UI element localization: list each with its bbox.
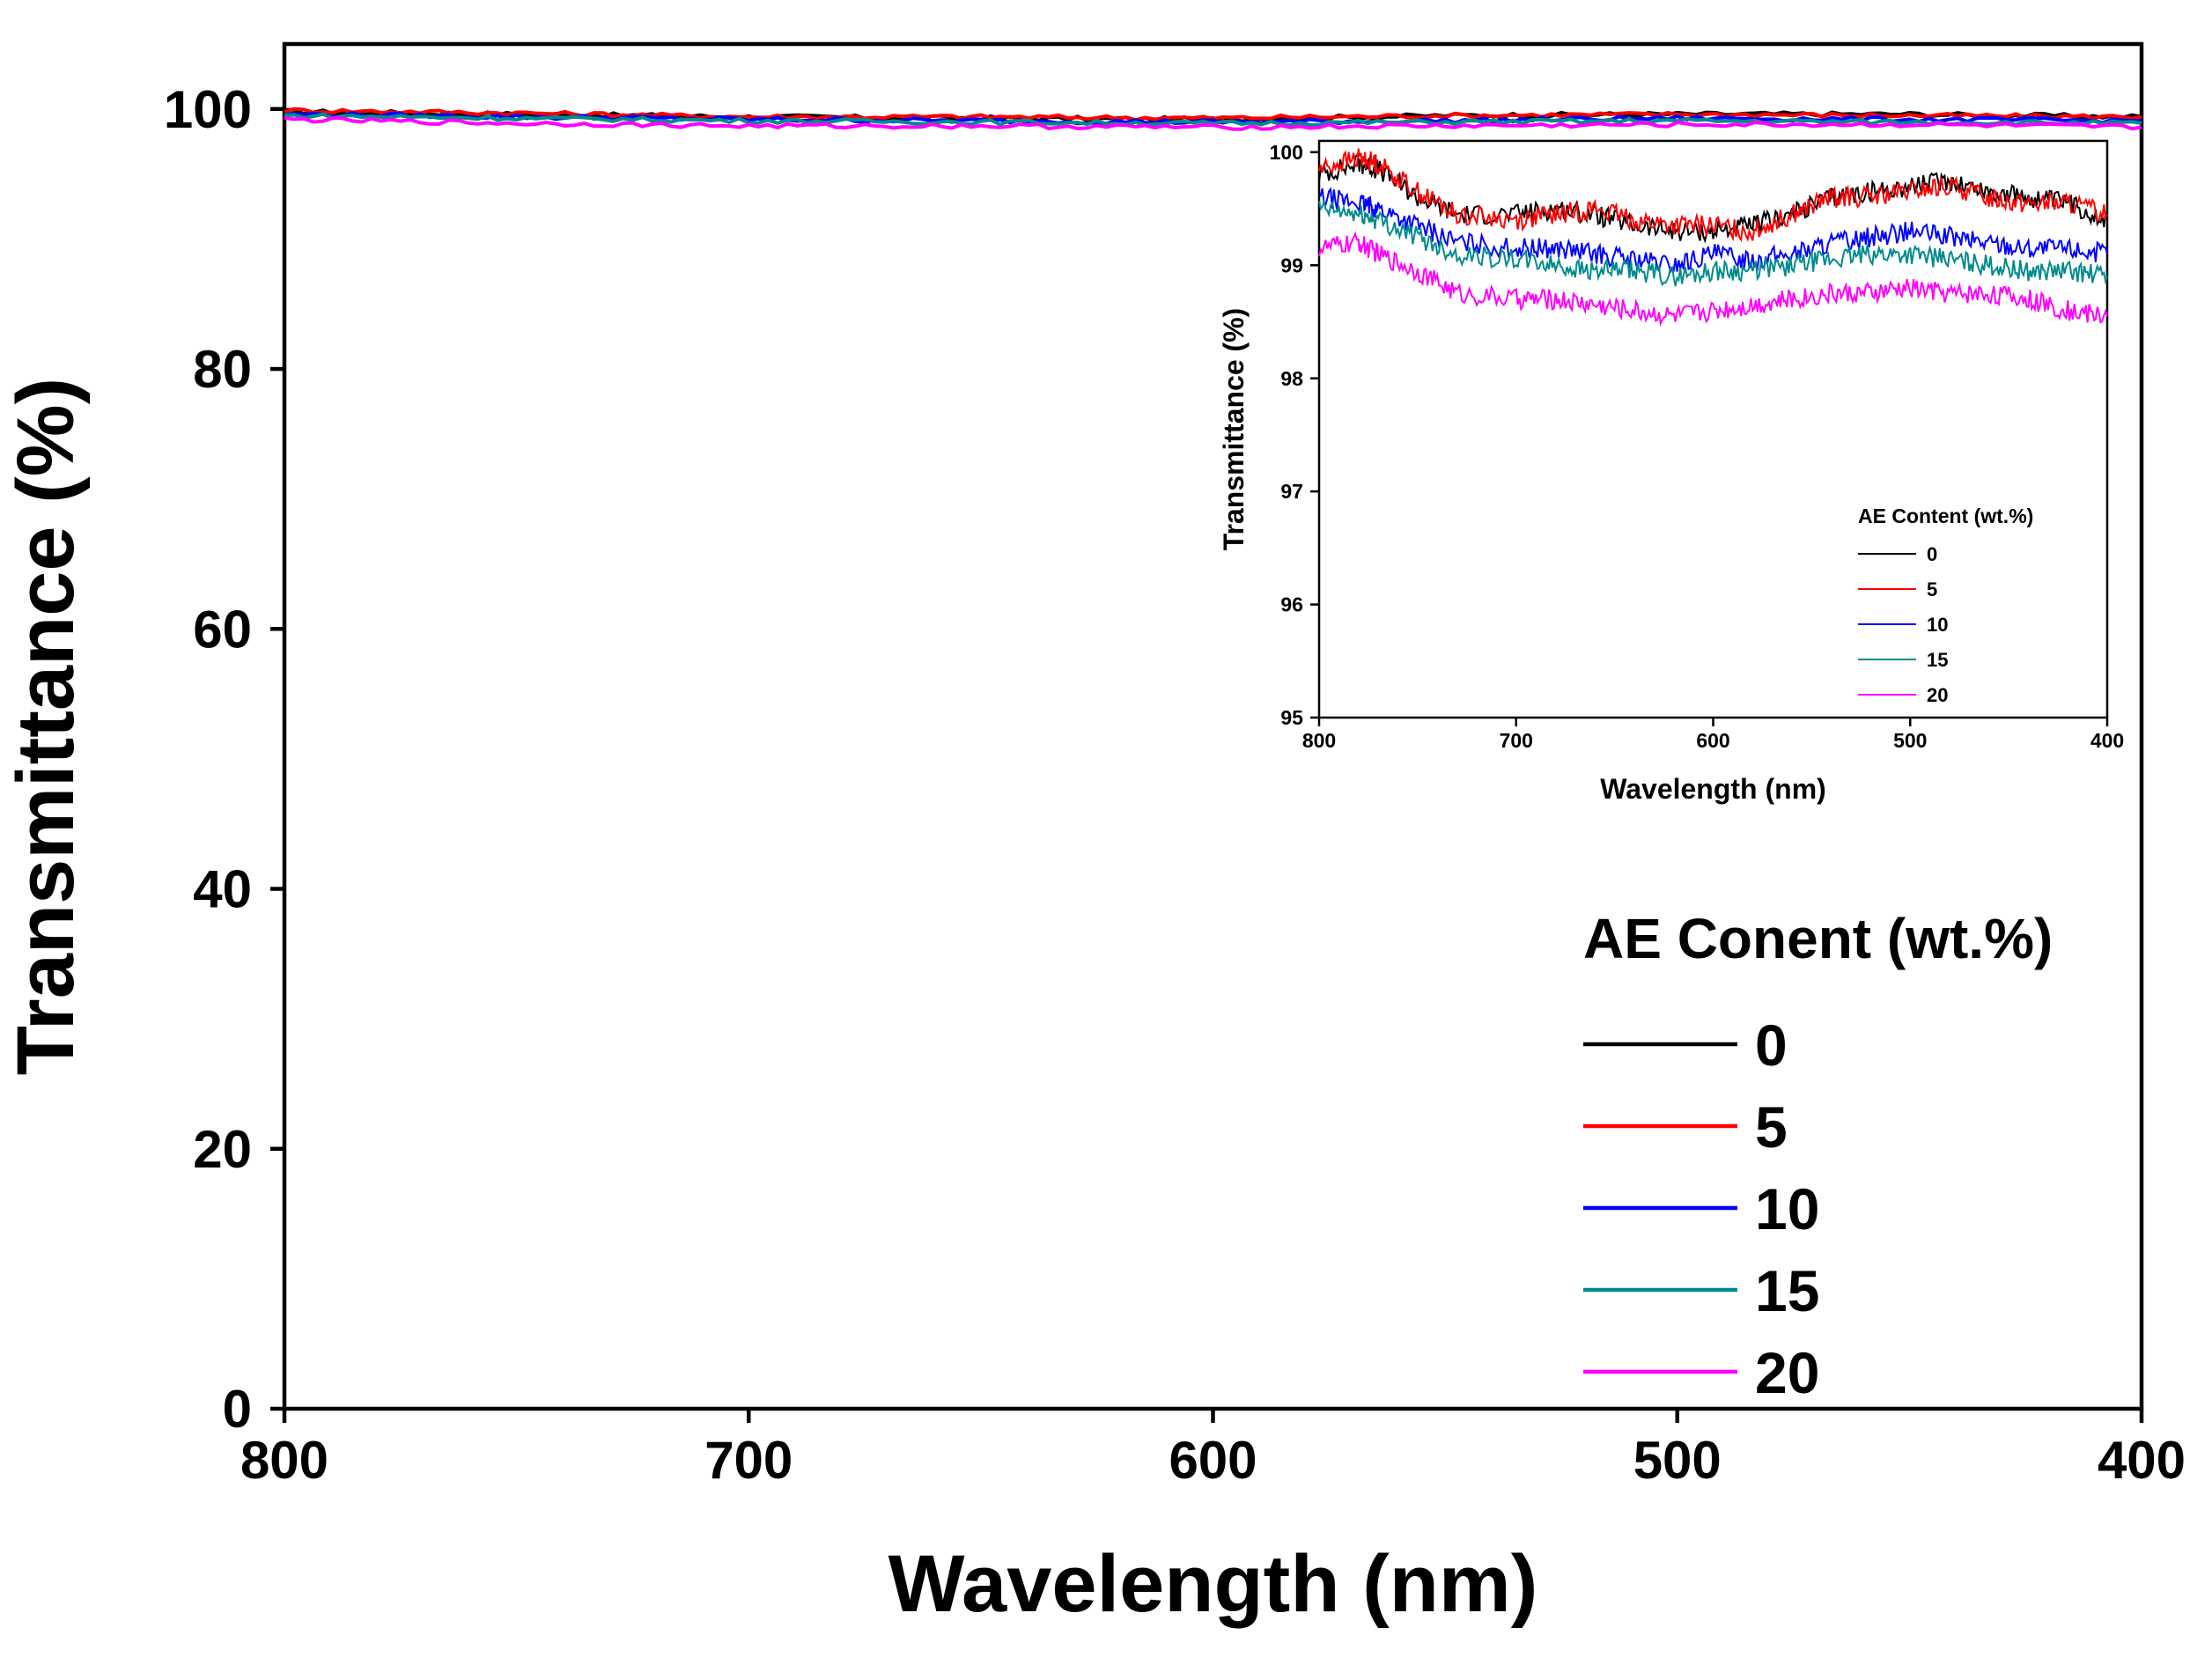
legend-label: 5: [1755, 1094, 1788, 1160]
x-tick-label: 700: [1500, 729, 1533, 752]
y-tick-label: 40: [193, 860, 252, 919]
legend-label: 5: [1927, 578, 1937, 600]
legend-title: AE Content (wt.%): [1858, 505, 2033, 527]
x-tick-label: 400: [2090, 729, 2124, 752]
legend-label: 20: [1755, 1340, 1819, 1405]
series-line-15: [1318, 197, 2108, 287]
y-axis-title: Transmittance (%): [1, 378, 91, 1075]
x-tick-label: 700: [704, 1431, 793, 1490]
series-line-5: [1318, 148, 2108, 243]
y-tick-label: 97: [1280, 480, 1303, 503]
y-tick-label: 96: [1280, 593, 1303, 616]
x-tick-label: 800: [1302, 729, 1336, 752]
legend-title: AE Conent (wt.%): [1583, 907, 2053, 970]
series-line-20: [284, 115, 2142, 131]
x-tick-label: 800: [240, 1431, 328, 1490]
x-axis-title: Wavelength (nm): [1600, 773, 1826, 805]
x-axis-title: Wavelength (nm): [888, 1539, 1538, 1629]
y-axis-title: Transmittance (%): [1218, 308, 1250, 551]
y-tick-label: 98: [1280, 367, 1303, 390]
y-tick-label: 80: [193, 340, 252, 399]
y-tick-label: 60: [193, 600, 252, 659]
legend-label: 10: [1927, 614, 1948, 636]
legend-label: 0: [1927, 543, 1937, 565]
x-tick-label: 500: [1893, 729, 1927, 752]
y-tick-label: 100: [1270, 141, 1303, 164]
y-tick-label: 0: [223, 1380, 252, 1439]
series-line-0: [1318, 153, 2108, 244]
y-tick-label: 99: [1280, 254, 1303, 276]
x-tick-label: 600: [1696, 729, 1729, 752]
legend-label: 0: [1755, 1013, 1788, 1078]
y-tick-label: 100: [164, 80, 252, 139]
x-tick-label: 600: [1169, 1431, 1257, 1490]
series-line-10: [1318, 187, 2108, 275]
y-tick-label: 20: [193, 1120, 252, 1179]
legend-label: 10: [1755, 1176, 1819, 1241]
legend-label: 15: [1755, 1258, 1819, 1323]
x-tick-label: 500: [1633, 1431, 1722, 1490]
legend-label: 20: [1927, 684, 1948, 706]
series-line-20: [1318, 231, 2108, 328]
legend-label: 15: [1927, 649, 1948, 671]
y-tick-label: 95: [1280, 706, 1303, 729]
x-tick-label: 400: [2098, 1431, 2186, 1490]
